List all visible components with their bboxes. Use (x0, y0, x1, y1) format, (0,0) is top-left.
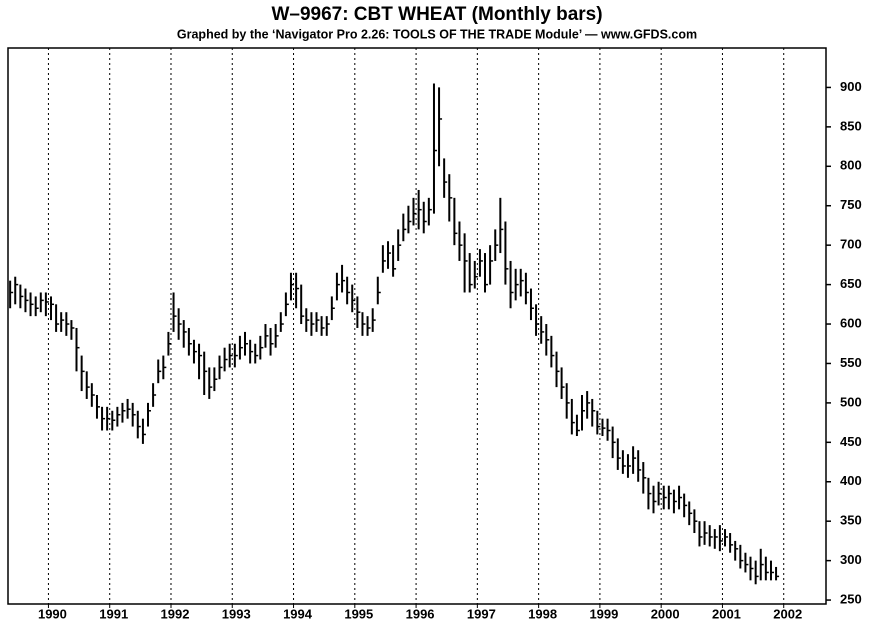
y-tick-label: 700 (840, 237, 862, 252)
x-tick-label: 1998 (528, 606, 557, 621)
x-tick-label: 1997 (467, 606, 496, 621)
y-tick-label: 450 (840, 434, 862, 449)
x-tick-label: 2000 (651, 606, 680, 621)
x-tick-label: 1994 (283, 606, 313, 621)
y-tick-label: 800 (840, 158, 862, 173)
y-tick-label: 600 (840, 315, 862, 330)
y-tick-label: 750 (840, 197, 862, 212)
y-tick-label: 250 (840, 591, 862, 606)
x-tick-label: 1991 (99, 606, 128, 621)
chart-title: W–9967: CBT WHEAT (Monthly bars) (271, 4, 602, 25)
x-tick-label: 1992 (161, 606, 190, 621)
x-tick-label: 1999 (589, 606, 618, 621)
y-tick-label: 350 (840, 513, 862, 528)
x-tick-label: 1993 (222, 606, 251, 621)
y-tick-label: 850 (840, 118, 862, 133)
x-tick-label: 2001 (712, 606, 741, 621)
y-tick-label: 400 (840, 473, 862, 488)
y-tick-label: 550 (840, 355, 862, 370)
x-tick-label: 2002 (773, 606, 802, 621)
plot-frame (7, 47, 827, 605)
y-tick-label: 900 (840, 79, 862, 94)
y-tick-label: 500 (840, 394, 862, 409)
x-tick-label: 1996 (406, 606, 435, 621)
x-tick-label: 1990 (38, 606, 67, 621)
x-tick-label: 1995 (344, 606, 373, 621)
y-tick-label: 650 (840, 276, 862, 291)
y-tick-label: 300 (840, 552, 862, 567)
chart-subtitle: Graphed by the ‘Navigator Pro 2.26: TOOL… (177, 27, 697, 41)
